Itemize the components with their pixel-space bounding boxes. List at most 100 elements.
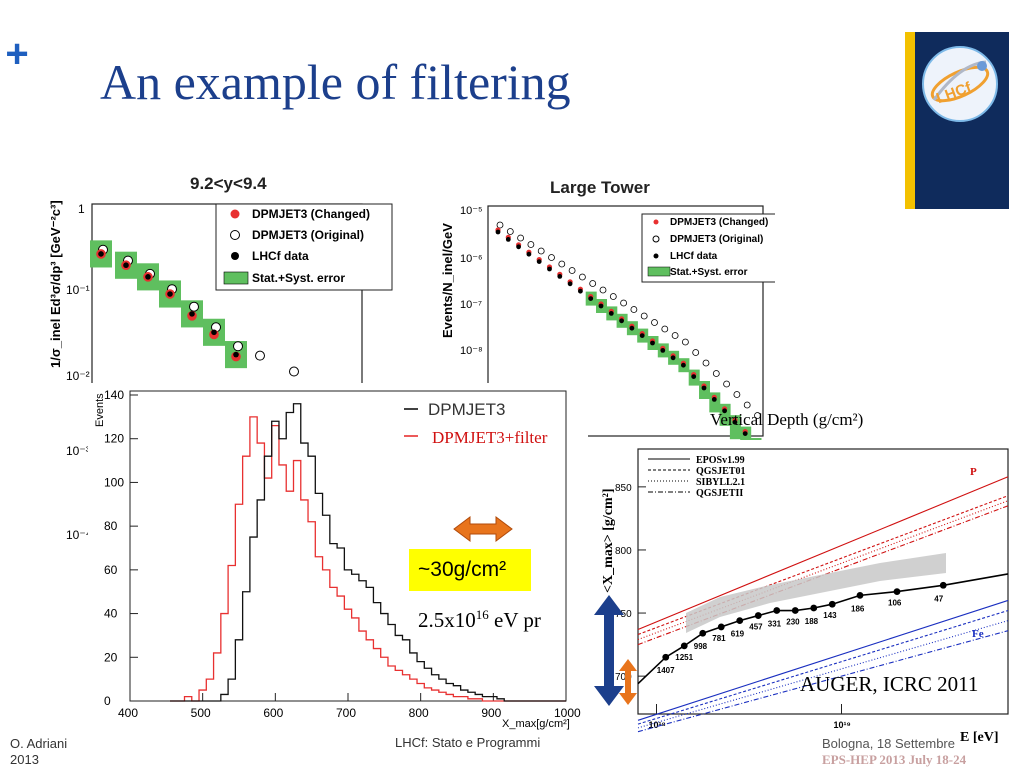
chart2-data-point — [619, 318, 624, 324]
auger-data-point — [856, 591, 864, 599]
auger-data-point — [828, 600, 836, 608]
legend-filter: DPMJET3+filter — [432, 428, 548, 447]
chart2-ytick-0: 10⁻⁵ — [460, 205, 483, 217]
histogram-ytick-label: 40 — [104, 607, 118, 621]
chart2-data-point — [536, 259, 542, 264]
auger-data-point — [893, 588, 901, 595]
auger-iron-model-line — [637, 599, 1009, 721]
chart2-legend-data: LHCf data — [670, 251, 718, 262]
chart2-original-point — [702, 359, 710, 367]
histogram-ytick-label: 120 — [104, 432, 124, 446]
histogram-xtick-label: 700 — [336, 706, 356, 720]
chart2-data-point — [516, 244, 521, 250]
chart2-original-point — [578, 273, 586, 281]
auger-event-count-label: 47 — [934, 594, 943, 603]
chart2-original-point — [723, 380, 731, 388]
chart2-data-point — [588, 296, 594, 301]
chart2-data-point — [578, 288, 583, 294]
histogram-xtick-label: 1000 — [554, 706, 581, 720]
legend-qgsjet01: QGSJET01 — [696, 466, 745, 477]
auger-data-point — [717, 623, 725, 631]
histogram-xlabel: X_max[g/cm²] — [502, 718, 570, 730]
lhcf-logo: LHCf — [922, 46, 998, 122]
chart1-ytick-1: 10⁻¹ — [66, 283, 90, 297]
chart2-data-point — [557, 274, 563, 279]
auger-data-point — [736, 617, 744, 625]
chart2-data-point — [598, 303, 604, 309]
chart2-original-point — [754, 412, 761, 419]
chart2-data-point — [629, 325, 635, 331]
yellow-accent-bar — [905, 32, 915, 209]
chart2-original-point — [733, 391, 741, 398]
chart-rapidity-spectrum: 9.2<y<9.4 1 10⁻¹ 10⁻² 1/σ_inel Ed³σ/dp³ … — [48, 174, 393, 390]
auger-xtick-label: 10¹⁸ — [649, 720, 666, 730]
histogram-ytick-label: 80 — [104, 519, 118, 533]
chart1-legend-changed-marker — [230, 209, 240, 219]
auger-annotation-proton: P — [970, 466, 977, 478]
auger-event-count-label: 230 — [786, 618, 800, 627]
chart2-original-point — [620, 299, 628, 307]
auger-event-count-label: 331 — [768, 620, 782, 629]
chart2-legend-changed-marker — [653, 219, 659, 225]
chart1-legend-changed: DPMJET3 (Changed) — [252, 207, 370, 221]
chart1-legend-data: LHCf data — [252, 249, 309, 263]
chart2-data-point — [722, 408, 727, 414]
chart2-title: Large Tower — [550, 178, 650, 197]
auger-event-count-label: 188 — [805, 617, 819, 626]
histogram-xtick-label: 400 — [118, 706, 138, 720]
chart2-original-point — [496, 221, 504, 229]
auger-iron-model-line — [637, 620, 1009, 729]
chart2-frame — [487, 205, 764, 437]
chart1-ytick-0: 1 — [78, 202, 85, 216]
chart2-data-point — [670, 355, 676, 361]
auger-ylabel: <X_max> [g/cm²] — [601, 488, 616, 593]
vertical-depth-label: Vertical Depth (g/cm²) — [710, 410, 864, 429]
histogram-ylabel: Events — [94, 393, 106, 427]
auger-data-point — [754, 612, 762, 619]
chart2-original-point — [681, 338, 689, 346]
legend-qgsjetii: QGSJETII — [696, 488, 743, 499]
auger-data-point — [791, 607, 799, 614]
chart1-ytick-3: 10⁻³ — [66, 444, 90, 458]
series-dpmjet3-line — [169, 403, 566, 702]
histogram-ytick-label: 20 — [104, 650, 118, 664]
auger-event-count-label: 781 — [712, 634, 726, 643]
auger-proton-model-line — [637, 476, 1009, 630]
plus-mark: + — [5, 32, 29, 76]
histogram-xtick-label: 500 — [191, 706, 211, 720]
chart-auger-xmax: 70075080085010¹⁸10¹⁹ 1407125199878161945… — [590, 445, 1010, 745]
chart1-legend-original: DPMJET3 (Original) — [252, 228, 364, 242]
auger-event-count-label: 619 — [731, 630, 745, 639]
chart2-data-point — [526, 251, 532, 257]
chart1-ytick-4: 10⁻⁴ — [66, 528, 91, 542]
chart2-data-point — [742, 431, 748, 436]
auger-systematic-band — [686, 553, 946, 633]
chart2-data-point — [505, 237, 511, 242]
chart2-error-box — [750, 438, 762, 440]
histogram-ytick-label: 140 — [104, 388, 124, 402]
chart2-ytick-2: 10⁻⁷ — [460, 299, 482, 311]
chart1-original-point — [233, 341, 243, 352]
chart1-legend-error: Stat.+Syst. error — [252, 271, 345, 285]
chart2-ylabel: Events/N_inel/GeV — [440, 223, 455, 338]
chart1-data-point — [233, 351, 239, 358]
auger-event-count-label: 457 — [749, 623, 763, 632]
chart2-legend-changed: DPMJET3 (Changed) — [670, 217, 768, 228]
chart2-original-point — [506, 228, 514, 235]
legend-sibyll: SIBYLL2.1 — [696, 477, 745, 488]
legend-dpmjet3: DPMJET3 — [428, 400, 505, 419]
chart2-legend-error-swatch — [647, 266, 671, 277]
chart2-original-point — [558, 260, 566, 268]
chart2-original-point — [609, 293, 617, 300]
chart2-original-point — [743, 401, 751, 409]
proton-energy-main: 2.5x10 — [418, 608, 476, 632]
chart1-data-point — [167, 291, 173, 297]
chart2-data-point — [701, 385, 707, 391]
chart1-data-point — [98, 251, 104, 257]
auger-event-count-label: 1251 — [675, 653, 693, 662]
footer-venue-line1: Bologna, 18 Settembre — [822, 736, 955, 751]
chart2-legend-data-marker — [653, 253, 659, 259]
vertical-range-arrow-large-icon — [594, 595, 624, 706]
chart2-data-point — [660, 348, 666, 353]
chart2-original-point — [661, 325, 669, 333]
